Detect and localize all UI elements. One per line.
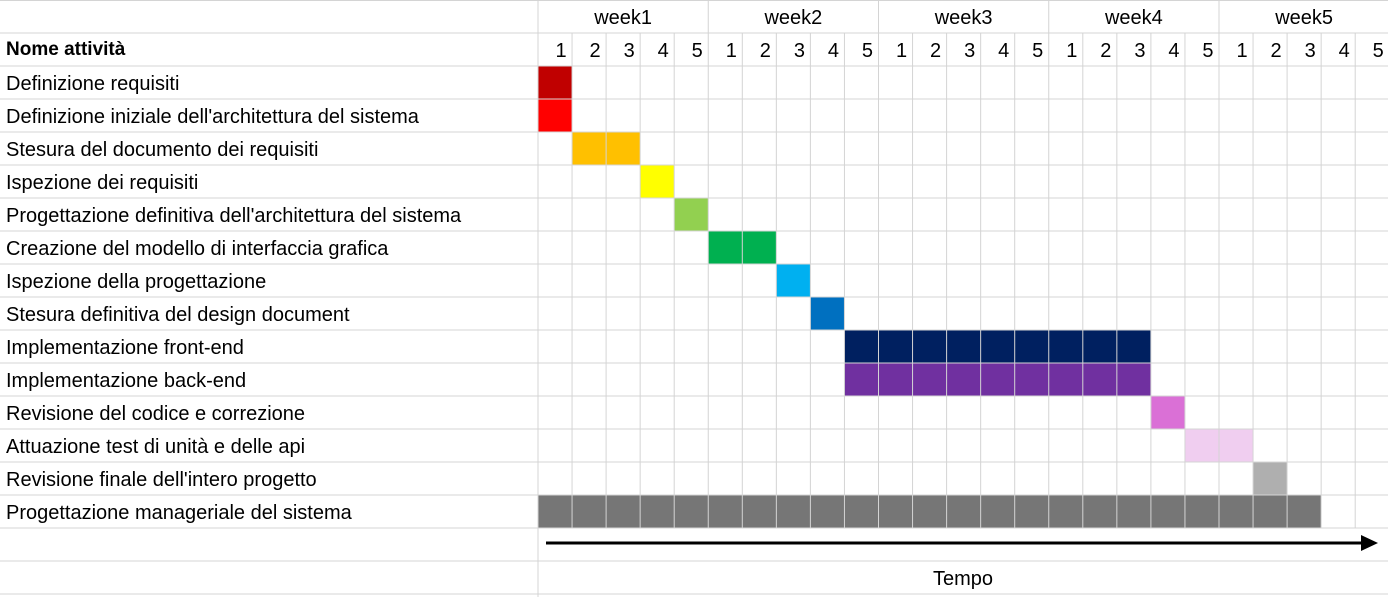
task-label: Ispezione dei requisiti [6,172,198,194]
day-label: 5 [1373,40,1384,62]
week-label: week5 [1274,7,1333,29]
header-label: Nome attività [6,39,126,60]
time-axis-arrow [546,535,1378,551]
task-label: Definizione iniziale dell'architettura d… [6,106,420,128]
day-label: 4 [1168,40,1179,62]
day-label: 1 [555,40,566,62]
task-label: Stesura del documento dei requisiti [6,139,318,161]
task-bar [776,264,811,297]
task-bar [1150,396,1185,429]
task-label: Revisione finale dell'intero progetto [6,469,317,491]
day-label: 2 [590,40,601,62]
day-label: 2 [1100,40,1111,62]
task-label: Creazione del modello di interfaccia gra… [6,238,389,260]
task-label: Stesura definitiva del design document [6,304,350,326]
day-label: 5 [1032,40,1043,62]
day-label: 3 [1305,40,1316,62]
day-label: 2 [760,40,771,62]
day-label: 4 [998,40,1009,62]
task-bar [674,198,709,231]
week-label: week3 [934,7,993,29]
week-label: week1 [593,7,652,29]
task-label: Revisione del codice e correzione [6,403,305,425]
day-label: 3 [624,40,635,62]
day-label: 2 [930,40,941,62]
day-label: 1 [1066,40,1077,62]
day-label: 4 [828,40,839,62]
week-label: week2 [763,7,822,29]
day-label: 1 [1236,40,1247,62]
labels: Nome attività Tempo week1 week2 week3 week4… [6,7,1384,590]
day-label: 4 [1339,40,1350,62]
task-bar [844,330,1151,363]
task-label: Attuazione test di unità e delle api [6,436,305,458]
task-bar [844,363,1151,396]
day-label: 3 [1134,40,1145,62]
day-label: 1 [896,40,907,62]
day-label: 3 [964,40,975,62]
time-axis-arrowhead [1361,535,1378,551]
task-label: Progettazione definitiva dell'architettu… [6,205,462,227]
axis-label: Tempo [933,568,993,590]
day-label: 4 [658,40,669,62]
task-label: Implementazione front-end [6,337,244,359]
task-bar [1253,462,1288,495]
task-label: Definizione requisiti [6,73,179,95]
task-label: Ispezione della progettazione [6,271,266,293]
task-bars [538,66,1322,528]
task-label: Progettazione manageriale del sistema [6,502,353,524]
task-bar [810,297,845,330]
task-bar [538,99,573,132]
task-bar [538,495,1322,528]
day-label: 1 [726,40,737,62]
day-label: 2 [1271,40,1282,62]
day-label: 5 [1202,40,1213,62]
task-bar [640,165,675,198]
task-bar [538,66,573,99]
day-label: 5 [862,40,873,62]
day-label: 5 [692,40,703,62]
day-label: 3 [794,40,805,62]
week-label: week4 [1104,7,1163,29]
task-label: Implementazione back-end [6,370,246,392]
